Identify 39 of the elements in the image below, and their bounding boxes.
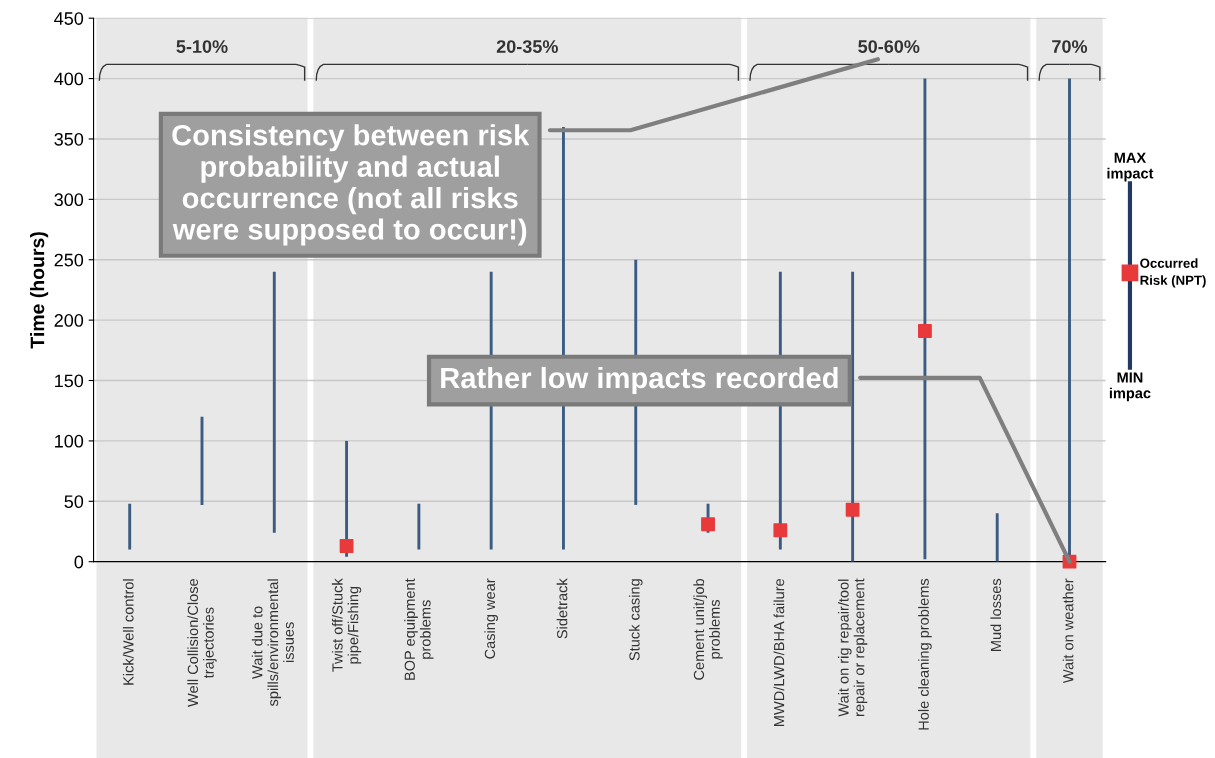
y-tick-label: 250 (54, 253, 84, 267)
y-tick-label: 0 (74, 555, 84, 569)
x-tick-label: Wait on weather (1062, 578, 1074, 684)
band-label: 20-35% (496, 40, 558, 53)
band-label: 5-10% (176, 40, 228, 53)
x-tick-label: Wait due to spills/environmental issues (251, 579, 294, 706)
bar (923, 78, 927, 560)
x-tick-label: Mud losses (990, 578, 1002, 651)
annotation: Rather low impacts recorded (441, 366, 838, 395)
x-tick-label: Casing wear (484, 578, 498, 659)
legend-label: Occurred Risk (NPT) (1140, 258, 1206, 288)
x-tick-label: Cement unit/job problems (693, 578, 723, 680)
text: MIN impac (1109, 372, 1151, 402)
bar (128, 503, 132, 550)
bar (272, 271, 276, 533)
y-tick-label: 150 (55, 374, 84, 388)
x-tick-label: Sidetrack (556, 578, 568, 639)
x-tick-label: BOP equipment problems (404, 578, 434, 680)
text: MAX impact (1107, 152, 1154, 182)
y-tick-label: 50 (64, 495, 84, 509)
x-tick-label: Twist off/Stuck pipe/Fishing (331, 578, 362, 672)
x-tick-label: Stuck casing (628, 579, 643, 661)
y-tick-label: 300 (54, 193, 84, 207)
y-tick-label: 400 (54, 72, 84, 86)
band-label: 70% (1052, 40, 1088, 53)
band-label: 50-60% (858, 40, 920, 53)
y-axis-title: Time (hours) (30, 232, 49, 349)
x-tick-label: MWD/LWD/BHA failure (773, 578, 785, 726)
bar (417, 503, 421, 550)
y-tick-label: 100 (55, 434, 84, 448)
x-tick-label: Kick/Well control (122, 579, 134, 685)
x-tick-label: Well Collision/Close trajectories (187, 578, 217, 707)
y-tick-label: 200 (54, 314, 84, 327)
annotation: Consistency between risk probability and actual occurrence (not all risks were supposed to occur!) (172, 124, 530, 246)
x-tick-label: Hole cleaning problems (918, 578, 932, 730)
y-tick-label: 450 (54, 12, 84, 25)
y-tick-label: 350 (54, 132, 84, 146)
bar (995, 513, 999, 562)
x-tick-label: Wait on rig repair/tool repair or replacement (837, 578, 868, 717)
